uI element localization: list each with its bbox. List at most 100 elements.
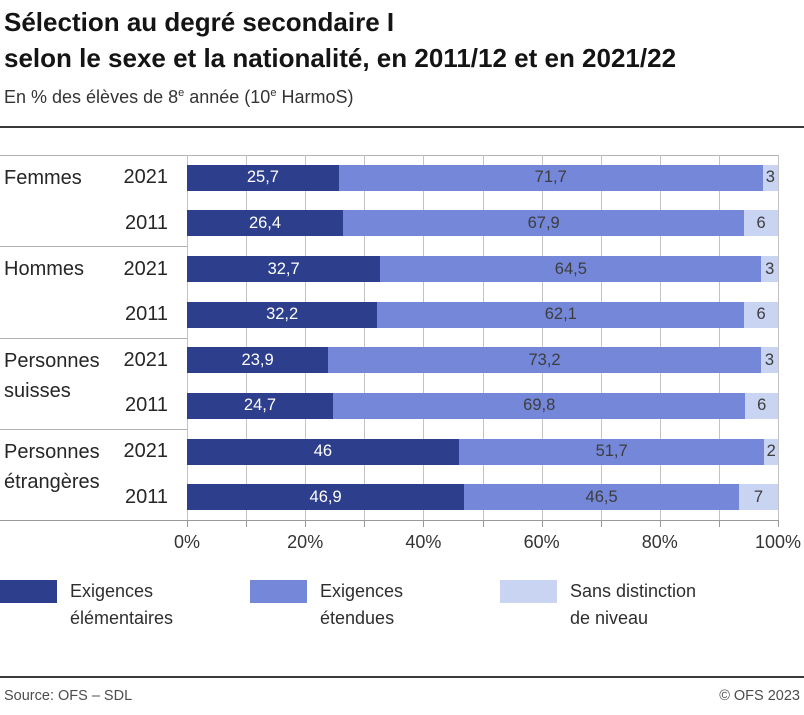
- stacked-bar-2011: 46,9 46,5 7: [187, 484, 778, 511]
- axis-tick-20pct: [305, 520, 307, 527]
- bar-value-label: 23,9: [241, 350, 274, 369]
- chart-area: 25,7 71,7 3 26,4 67,9 6 32,7 64,5 3 32,2 62,1 6 23,9…: [0, 155, 804, 552]
- stacked-bar-2021: 32,7 64,5 3: [187, 256, 778, 283]
- legend-label: Sans distinction: [570, 581, 697, 601]
- bar-segment-sans-distinction-de-niveau: 6: [744, 301, 778, 328]
- gridline-60pct: [541, 155, 543, 520]
- bar-value-label: 6: [756, 305, 766, 324]
- copyright-note: © OFS 2023: [719, 688, 800, 704]
- axis-tick-10pct: [246, 520, 248, 527]
- bar-segment-sans-distinction-de-niveau: 3: [761, 256, 778, 283]
- stacked-bar-2021: 23,9 73,2 3: [187, 347, 778, 374]
- legend-item-exigences-etendues: Exigences étendues: [250, 578, 403, 632]
- axis-tick-50pct: [482, 520, 484, 527]
- x-axis-line: [0, 520, 778, 521]
- legend-label: Exigences: [70, 581, 154, 601]
- chart-legend: Exigences élémentaires Exigences étendues …: [0, 578, 804, 638]
- bar-value-label: 64,5: [554, 259, 587, 278]
- bar-segment-sans-distinction-de-niveau: 2: [764, 438, 778, 465]
- year-label-2011: 2011: [124, 485, 168, 508]
- year-label-2011: 2011: [124, 303, 168, 326]
- group-separator: [0, 337, 187, 339]
- title-line-1: Sélection au degré secondaire I: [4, 7, 395, 37]
- stacked-bar-2011: 24,7 69,8 6: [187, 392, 778, 419]
- gridline-100pct: [778, 155, 779, 520]
- gridline-0pct: [187, 155, 188, 520]
- bar-segment-exigences-élémentaires: 46: [187, 438, 459, 465]
- bar-value-label: 2: [766, 442, 776, 461]
- bar-segment-sans-distinction-de-niveau: 3: [762, 164, 778, 191]
- legend-swatch-medium-blue: [250, 580, 307, 603]
- bar-value-label: 46: [313, 442, 333, 461]
- bar-value-label: 32,7: [267, 259, 300, 278]
- source-note: Source: OFS – SDL: [4, 688, 133, 704]
- group-separator: [0, 246, 187, 248]
- stacked-bar-2021: 25,7 71,7 3: [187, 164, 778, 191]
- year-label-2021: 2021: [123, 166, 169, 189]
- stacked-bar-2011: 26,4 67,9 6: [187, 210, 778, 237]
- bar-segment-exigences-élémentaires: 23,9: [187, 347, 329, 374]
- bar-value-label: 7: [753, 487, 764, 506]
- axis-tick-label-60pct: 60%: [523, 532, 560, 552]
- bar-segment-exigences-élémentaires: 24,7: [187, 392, 333, 419]
- legend-swatch-light-blue: [500, 580, 557, 603]
- bar-segment-sans-distinction-de-niveau: 7: [738, 484, 778, 511]
- page-title: Sélection au degré secondaire I selon le…: [4, 4, 800, 76]
- axis-tick-0pct: [187, 520, 188, 527]
- stacked-bar-2011: 32,2 62,1 6: [187, 301, 778, 328]
- year-label-2021: 2021: [123, 348, 169, 371]
- gridline-70pct: [600, 155, 602, 520]
- chart-top-border: [0, 155, 778, 156]
- group-label-femmes: Femmes: [4, 167, 82, 189]
- bar-segment-exigences-étendues: 73,2: [328, 347, 761, 374]
- bar-value-label: 26,4: [248, 213, 282, 232]
- group-separator: [0, 428, 187, 430]
- gridline-50pct: [482, 155, 484, 520]
- axis-tick-100pct: [778, 520, 779, 527]
- axis-tick-60pct: [541, 520, 543, 527]
- gridline-80pct: [659, 155, 661, 520]
- chart-subtitle: En % des élèves de 8e année (10e HarmoS): [4, 87, 354, 107]
- bar-value-label: 6: [757, 396, 767, 415]
- stacked-bar-2021: 46 51,7 2: [187, 438, 778, 465]
- bar-segment-sans-distinction-de-niveau: 6: [745, 392, 778, 419]
- axis-tick-label-80pct: 80%: [641, 532, 678, 552]
- axis-tick-90pct: [718, 520, 720, 527]
- bar-value-label: 3: [765, 168, 775, 187]
- legend-item-exigences-elementaires: Exigences élémentaires: [0, 578, 173, 632]
- bar-segment-exigences-élémentaires: 26,4: [187, 210, 344, 237]
- top-divider: [0, 126, 804, 128]
- bar-segment-exigences-étendues: 64,5: [380, 256, 762, 283]
- bar-segment-exigences-élémentaires: 25,7: [187, 164, 339, 191]
- group-label-hommes: Hommes: [4, 258, 85, 281]
- gridline-10pct: [246, 155, 248, 520]
- gridline-90pct: [718, 155, 720, 520]
- bar-segment-exigences-étendues: 62,1: [377, 301, 745, 328]
- bar-value-label: 25,7: [246, 168, 279, 187]
- bar-segment-exigences-étendues: 51,7: [458, 438, 765, 465]
- bar-value-label: 6: [756, 213, 766, 232]
- axis-tick-label-40pct: 40%: [405, 532, 442, 552]
- bar-segment-exigences-élémentaires: 32,7: [187, 256, 381, 283]
- plot-area: 25,7 71,7 3 26,4 67,9 6 32,7 64,5 3 32,2 62,1 6 23,9…: [187, 155, 779, 520]
- title-line-2: selon le sexe et la nationalité, en 2011…: [4, 43, 677, 73]
- bar-segment-exigences-élémentaires: 32,2: [187, 301, 378, 328]
- legend-swatch-dark-blue: [0, 580, 57, 603]
- bar-value-label: 3: [764, 350, 774, 369]
- bar-value-label: 62,1: [544, 305, 577, 324]
- axis-tick-30pct: [364, 520, 366, 527]
- legend-item-sans-distinction: Sans distinction de niveau: [500, 578, 696, 632]
- year-label-2011: 2011: [124, 211, 168, 234]
- bar-value-label: 69,8: [523, 396, 556, 415]
- bar-value-label: 3: [765, 259, 775, 278]
- bar-value-label: 67,9: [527, 213, 560, 232]
- group-label-personnes-suisses: Personnes suisses: [4, 349, 100, 402]
- bar-segment-exigences-étendues: 67,9: [343, 210, 745, 237]
- bar-segment-exigences-étendues: 71,7: [338, 164, 763, 191]
- axis-tick-label-0pct: 0%: [173, 532, 200, 552]
- gridline-40pct: [423, 155, 425, 520]
- bar-segment-sans-distinction-de-niveau: 6: [744, 210, 778, 237]
- legend-label: Exigences: [320, 581, 404, 601]
- axis-tick-70pct: [600, 520, 602, 527]
